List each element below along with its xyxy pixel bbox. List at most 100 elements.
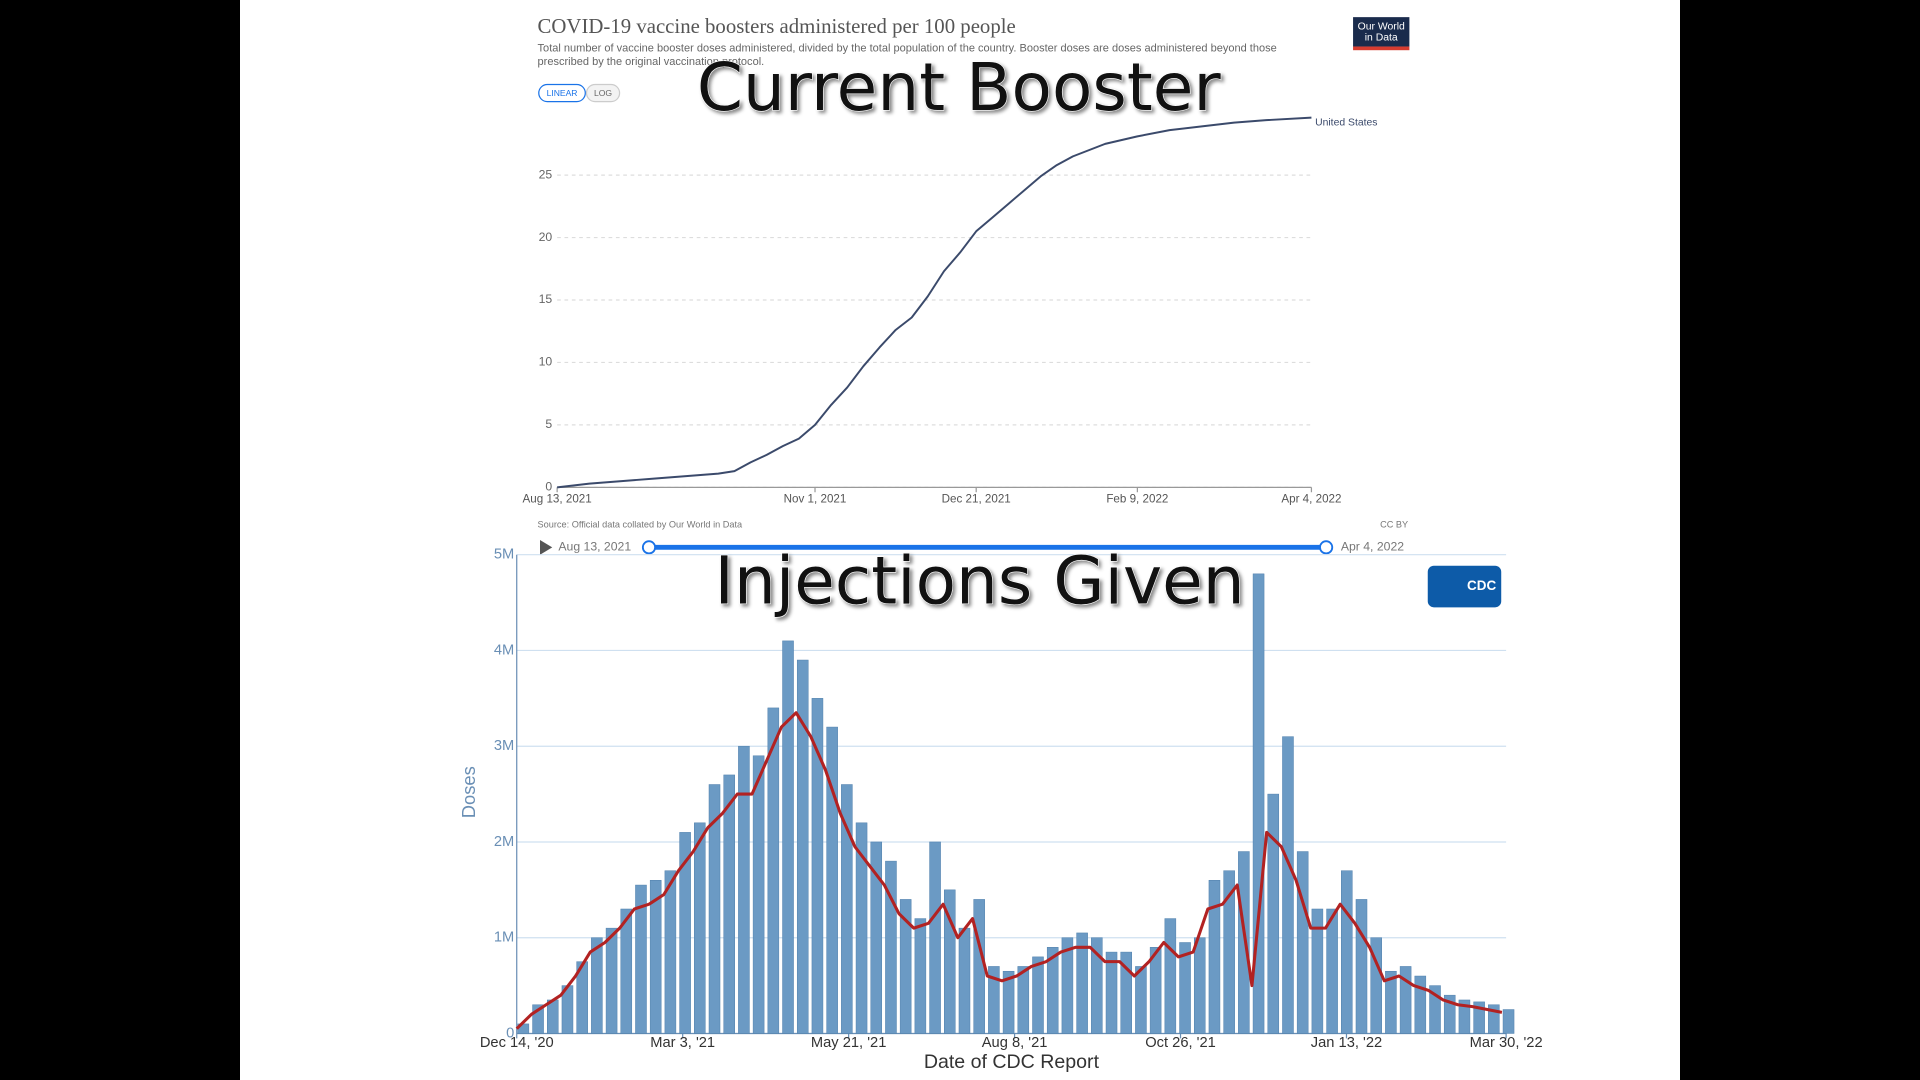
- y-tick-label: 25: [539, 167, 553, 181]
- charts: COVID-19 vaccine boosters administered p…: [458, 14, 1502, 1073]
- log-button[interactable]: [585, 83, 621, 103]
- series-line: [515, 711, 1503, 1030]
- x-tick-label: May 21, '21: [811, 1035, 886, 1051]
- bar: [944, 889, 956, 1034]
- bar: [532, 1004, 544, 1034]
- y-tick-label: 5: [545, 417, 552, 431]
- bar: [1326, 908, 1338, 1034]
- x-tick-label: Feb 9, 2022: [1106, 493, 1168, 506]
- bar: [841, 784, 853, 1034]
- chart: 0 1M 2M 3M 4M 5M Dec 14, '20 Mar 3, '21 May 21, …: [480, 547, 1543, 1052]
- bar: [1267, 793, 1280, 1034]
- owid-logo-box: Our World in Data: [1358, 20, 1405, 42]
- bar: [1385, 970, 1397, 1034]
- bar: [1046, 947, 1059, 1034]
- linear-button[interactable]: [538, 83, 586, 103]
- chart: 0 5 10 15 20 25 Aug 13, 2021 Nov 1, 2021 Dec 21,…: [523, 116, 1377, 506]
- bar: [826, 726, 838, 1034]
- bar: [1076, 932, 1088, 1034]
- slider-start: Aug 13, 2021: [558, 540, 631, 554]
- y-tick-label: 15: [539, 292, 553, 306]
- bar: [694, 822, 706, 1034]
- bar: [738, 745, 750, 1034]
- owid-logo-stripe: [1353, 46, 1410, 51]
- bar: [1443, 994, 1456, 1034]
- y-tick-label: 0: [545, 480, 552, 494]
- bar: [1061, 937, 1074, 1034]
- log-label[interactable]: LOG: [594, 88, 612, 98]
- bar: [796, 659, 809, 1034]
- bar: [679, 832, 691, 1034]
- bar: [914, 918, 927, 1034]
- bar: [1238, 851, 1250, 1034]
- bar: [547, 999, 559, 1034]
- bar: [723, 774, 735, 1034]
- subtitle-box: Total number of vaccine booster doses ad…: [538, 42, 1277, 68]
- x-tick-label: Mar 30, '22: [1470, 1035, 1543, 1051]
- slide-background: [240, 0, 1680, 1080]
- bar: [591, 937, 603, 1034]
- x-tick-label: Dec 21, 2021: [942, 493, 1011, 506]
- y-tick-label: 10: [539, 355, 553, 369]
- y-tick-label: 2M: [494, 834, 514, 850]
- bar: [752, 755, 765, 1034]
- play-button[interactable]: [540, 540, 553, 555]
- y-tick-label: 0: [506, 1025, 514, 1041]
- cdc-logo-text: CDC: [1467, 578, 1496, 593]
- x-tick-label: Apr 4, 2022: [1281, 493, 1341, 506]
- bar: [870, 841, 883, 1034]
- bar: [885, 860, 897, 1034]
- bar: [767, 707, 780, 1034]
- cdc-logo: [1427, 565, 1502, 608]
- y-tick-label: 4M: [494, 642, 514, 658]
- bar: [782, 640, 794, 1034]
- chart-title: COVID-19 vaccine boosters administered p…: [538, 14, 1016, 38]
- bar: [1414, 975, 1427, 1034]
- x-tick-label: Dec 14, '20: [480, 1035, 554, 1051]
- y-tick-label: 20: [539, 230, 553, 244]
- bar: [1458, 999, 1471, 1034]
- bar: [605, 927, 618, 1034]
- bar: [1355, 899, 1368, 1034]
- x-tick-label: Nov 1, 2021: [784, 493, 847, 506]
- bar: [811, 698, 824, 1034]
- bar: [1223, 870, 1235, 1034]
- bar: [1164, 918, 1177, 1034]
- x-tick-label: Aug 8, '21: [982, 1035, 1048, 1051]
- bar: [1252, 573, 1265, 1034]
- bar: [1193, 937, 1206, 1034]
- bar: [1282, 736, 1294, 1034]
- bar: [1341, 870, 1353, 1034]
- bar: [1208, 880, 1221, 1034]
- bar: [855, 822, 868, 1034]
- bar: [1149, 947, 1162, 1034]
- bar: [1429, 985, 1441, 1034]
- owid-logo: [1353, 17, 1410, 47]
- slider-handle[interactable]: [641, 540, 657, 555]
- bar: [1502, 1009, 1515, 1034]
- y-axis-label: Doses: [458, 766, 479, 818]
- bar: [620, 908, 633, 1034]
- bar: [1473, 1001, 1485, 1034]
- bar: [1399, 966, 1412, 1034]
- bar: [1120, 951, 1132, 1034]
- bar: [929, 841, 941, 1034]
- bar: [899, 899, 912, 1034]
- overlay-caption: Injections Given: [715, 542, 1245, 619]
- slider-end: Apr 4, 2022: [1341, 540, 1404, 554]
- y-tick-label: 5M: [494, 547, 514, 563]
- linear-label[interactable]: LINEAR: [547, 88, 578, 98]
- overlay-caption: Current Booster: [697, 49, 1222, 126]
- x-tick-label: Jan 13, '22: [1311, 1035, 1382, 1051]
- bar: [1032, 956, 1044, 1034]
- bar: [1135, 966, 1147, 1034]
- slider-handle[interactable]: [1319, 540, 1334, 555]
- x-tick-label: Aug 13, 2021: [523, 493, 592, 506]
- bar: [576, 961, 588, 1034]
- bar: [1002, 970, 1015, 1034]
- x-tick-label: Oct 26, '21: [1145, 1035, 1216, 1051]
- bar: [1370, 937, 1382, 1034]
- bar: [988, 966, 1000, 1034]
